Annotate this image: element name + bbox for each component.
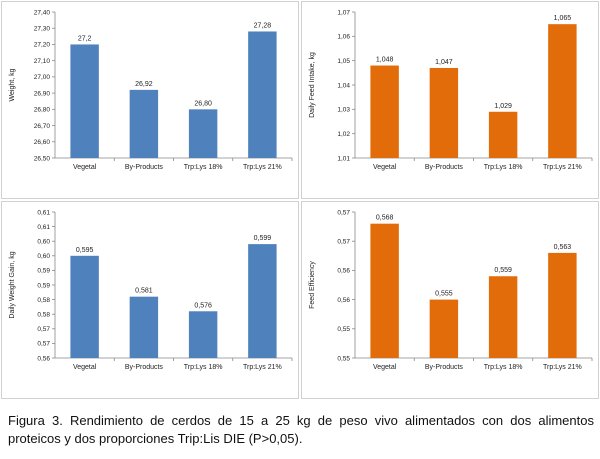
y-tick-label: 0,58 xyxy=(37,297,50,304)
bar xyxy=(188,311,218,358)
x-tick-label: By-Products xyxy=(425,164,464,171)
x-tick-label: Trp:Lys 21% xyxy=(243,164,282,171)
x-tick-label: Trp:Lys 21% xyxy=(243,364,282,371)
x-tick-label: Trp:Lys 18% xyxy=(484,164,523,171)
x-tick-label: Trp:Lys 18% xyxy=(484,364,523,371)
x-tick-label: Vegetal xyxy=(73,164,97,171)
y-tick-label: 27,00 xyxy=(34,74,51,81)
data-label: 0,599 xyxy=(254,235,272,242)
y-tick-label: 26,80 xyxy=(34,107,51,114)
data-label: 0,581 xyxy=(135,288,153,295)
y-tick-label: 27,20 xyxy=(34,42,51,49)
chart-svg: 0,55 0,55 0,56 0,56 0,57 0,57 Feed Efficiency 0… xyxy=(301,201,599,399)
data-label: 0,559 xyxy=(494,267,512,274)
y-tick-label: 0,59 xyxy=(37,268,50,275)
y-tick-label: 1,05 xyxy=(337,58,350,65)
y-tick-label: 0,57 xyxy=(337,209,350,216)
bar xyxy=(548,252,577,358)
bar xyxy=(488,276,518,358)
data-label: 1,048 xyxy=(376,57,394,64)
y-axis-label: Daily Weight Gain, kg xyxy=(9,251,16,318)
y-tick-label: 0,60 xyxy=(37,239,50,246)
data-label: 27,28 xyxy=(254,22,272,29)
chart-weight: 26,50 26,60 26,70 26,80 26,90 27,00 27,10 27,20… xyxy=(0,0,300,200)
y-tick-label: 0,61 xyxy=(37,224,50,231)
x-tick-label: By-Products xyxy=(125,164,164,171)
y-tick-label: 27,30 xyxy=(34,26,51,33)
x-tick-label: Trp:Lys 21% xyxy=(543,164,582,171)
y-tick-label: 1,03 xyxy=(337,107,350,114)
figure-caption: Figura 3. Rendimiento de cerdos de 15 a … xyxy=(8,413,594,446)
y-tick-label: 1,02 xyxy=(337,131,350,138)
y-tick-label: 0,56 xyxy=(337,297,350,304)
bar xyxy=(429,299,459,358)
data-label: 27,2 xyxy=(78,35,92,42)
y-tick-label: 26,60 xyxy=(34,139,51,146)
bar xyxy=(70,44,99,158)
bar xyxy=(488,111,518,158)
data-label: 1,065 xyxy=(554,15,572,22)
y-axis-label: Feed Efficiency xyxy=(309,261,316,309)
bar xyxy=(548,24,577,158)
x-tick-label: Trp:Lys 18% xyxy=(184,164,223,171)
y-tick-label: 1,01 xyxy=(337,155,350,162)
y-tick-label: 0,57 xyxy=(37,341,50,348)
y-tick-label: 26,90 xyxy=(34,90,51,97)
bar xyxy=(70,255,99,358)
bar xyxy=(429,67,459,158)
data-label: 0,595 xyxy=(76,247,94,254)
chart-daily-feed-intake: 1,01 1,02 1,03 1,04 1,05 1,06 1,07 Daily Feed I… xyxy=(300,0,600,200)
data-label: 26,92 xyxy=(135,81,153,88)
x-tick-label: By-Products xyxy=(125,364,164,371)
y-tick-label: 1,07 xyxy=(337,9,350,16)
y-tick-label: 0,59 xyxy=(37,282,50,289)
y-tick-label: 0,56 xyxy=(37,355,50,362)
chart-feed-efficiency: 0,55 0,55 0,56 0,56 0,57 0,57 Feed Efficiency 0… xyxy=(300,200,600,400)
y-tick-label: 27,10 xyxy=(34,58,51,65)
data-label: 0,576 xyxy=(194,302,212,309)
y-axis-label: Daily Feed Intake, kg xyxy=(309,52,316,118)
y-axis-label: Weight, kg xyxy=(9,68,16,101)
data-label: 0,563 xyxy=(554,244,572,251)
data-label: 1,029 xyxy=(494,103,512,110)
x-tick-label: Vegetal xyxy=(373,364,397,371)
bar xyxy=(248,244,277,358)
y-tick-label: 0,60 xyxy=(37,253,50,260)
data-label: 0,555 xyxy=(435,291,453,298)
data-label: 1,047 xyxy=(435,59,453,66)
y-tick-label: 1,04 xyxy=(337,82,350,89)
x-tick-label: Vegetal xyxy=(373,164,397,171)
y-tick-label: 0,55 xyxy=(337,355,350,362)
bar xyxy=(129,296,159,358)
bar xyxy=(129,89,159,158)
y-tick-label: 0,55 xyxy=(337,326,350,333)
y-tick-label: 0,61 xyxy=(37,209,50,216)
y-tick-label: 1,06 xyxy=(337,34,350,41)
bar xyxy=(370,65,399,158)
x-tick-label: Trp:Lys 18% xyxy=(184,364,223,371)
x-tick-label: By-Products xyxy=(425,364,464,371)
y-tick-label: 27,40 xyxy=(34,9,51,16)
chart-daily-weight-gain: 0,56 0,57 0,57 0,58 0,58 0,59 0,59 0,60 0,60 0,61… xyxy=(0,200,300,400)
chart-svg: 0,56 0,57 0,57 0,58 0,58 0,59 0,59 0,60 0,60 0,61… xyxy=(1,201,299,399)
y-tick-label: 0,57 xyxy=(337,239,350,246)
x-tick-label: Vegetal xyxy=(73,364,97,371)
bar xyxy=(370,223,399,358)
x-tick-label: Trp:Lys 21% xyxy=(543,364,582,371)
data-label: 26,80 xyxy=(194,100,212,107)
data-label: 0,568 xyxy=(376,215,394,222)
y-tick-label: 0,58 xyxy=(37,312,50,319)
y-tick-label: 0,56 xyxy=(337,268,350,275)
y-tick-label: 26,50 xyxy=(34,155,51,162)
y-tick-label: 26,70 xyxy=(34,123,51,130)
y-tick-label: 0,57 xyxy=(37,326,50,333)
chart-svg: 1,01 1,02 1,03 1,04 1,05 1,06 1,07 Daily Feed I… xyxy=(301,1,599,199)
bar xyxy=(188,109,218,158)
bar xyxy=(248,31,277,158)
chart-svg: 26,50 26,60 26,70 26,80 26,90 27,00 27,10 27,20… xyxy=(1,1,299,199)
